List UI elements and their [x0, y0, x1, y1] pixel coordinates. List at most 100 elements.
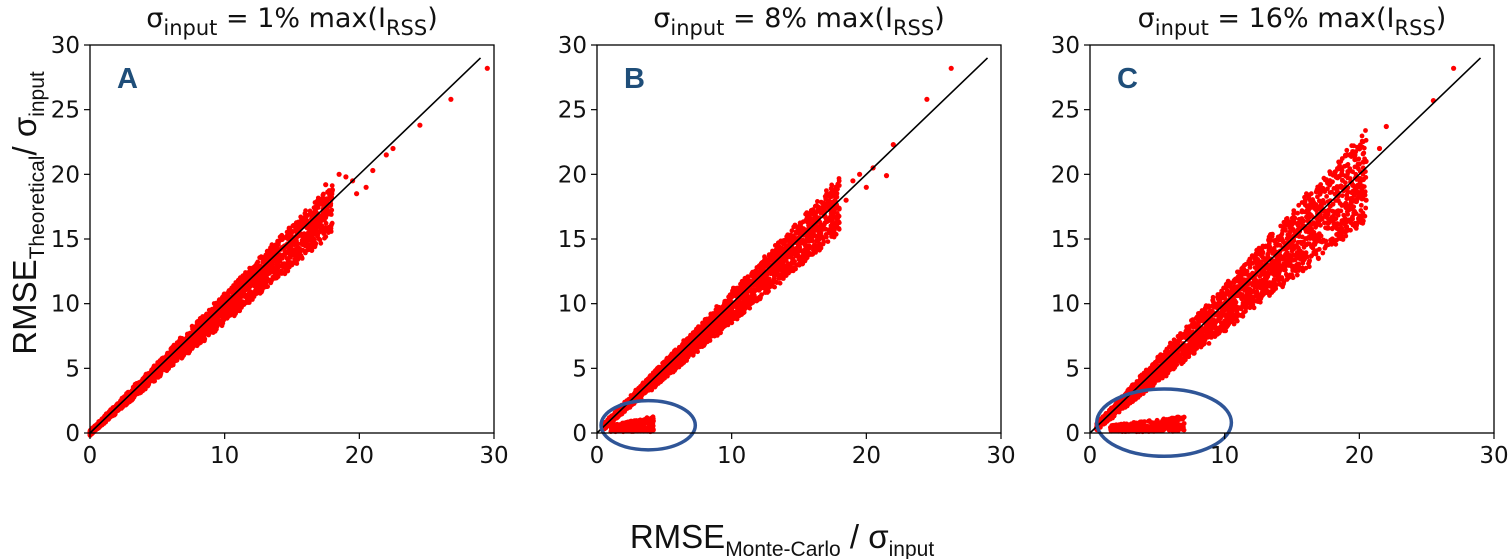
- data-point: [315, 232, 320, 238]
- data-point: [180, 352, 186, 358]
- panel-title-sub2: RSS: [893, 16, 934, 40]
- x-tick-label: 30: [479, 443, 508, 469]
- data-point: [158, 372, 163, 378]
- data-point: [809, 232, 815, 238]
- data-point: [158, 358, 164, 363]
- outlier-point: [390, 145, 396, 152]
- data-point: [824, 204, 830, 210]
- data-point: [189, 346, 195, 351]
- data-point: [167, 360, 173, 366]
- data-point: [293, 224, 299, 230]
- data-point: [286, 225, 292, 231]
- data-point: [328, 208, 334, 214]
- outlier-point: [363, 184, 369, 190]
- data-point: [282, 235, 288, 240]
- data-point: [163, 366, 168, 372]
- outlier-point: [336, 171, 342, 177]
- outlier-point: [343, 174, 349, 180]
- data-point: [300, 237, 306, 242]
- data-point: [827, 194, 833, 200]
- data-point: [226, 288, 232, 293]
- data-point: [305, 237, 311, 243]
- data-point: [127, 399, 133, 405]
- data-point: [252, 264, 258, 269]
- data-point: [310, 220, 316, 226]
- panel-title-post: ): [934, 3, 945, 34]
- data-point: [811, 246, 817, 252]
- y-tick-label: 5: [65, 356, 80, 382]
- data-point: [215, 322, 220, 328]
- panel-title-sub: input: [670, 16, 724, 40]
- data-point: [318, 224, 323, 230]
- data-point: [216, 313, 221, 318]
- panel-title-post: ): [427, 3, 438, 34]
- data-point: [293, 251, 299, 257]
- data-point: [302, 211, 308, 216]
- data-point: [251, 290, 257, 296]
- data-point: [814, 209, 820, 215]
- data-point: [322, 226, 328, 232]
- data-point: [282, 249, 288, 255]
- data-point: [298, 214, 304, 220]
- data-point: [158, 368, 163, 373]
- panel-letter: A: [117, 63, 138, 95]
- data-point: [836, 178, 842, 184]
- data-point: [287, 252, 293, 258]
- data-point: [300, 247, 306, 253]
- data-point: [294, 242, 300, 248]
- data-point: [791, 261, 797, 266]
- data-point: [800, 248, 806, 254]
- panel-title-mid: = 1% max(I: [217, 3, 386, 34]
- data-point: [712, 333, 717, 339]
- data-point: [257, 273, 263, 279]
- data-point: [806, 250, 812, 256]
- scatter-points: [87, 65, 490, 438]
- data-point: [826, 218, 832, 224]
- data-point: [214, 318, 220, 323]
- data-point: [321, 191, 326, 197]
- x-tick-label: 0: [83, 443, 98, 469]
- data-point: [792, 222, 798, 228]
- data-point: [204, 311, 210, 317]
- data-point: [233, 304, 239, 309]
- data-point: [813, 238, 819, 244]
- data-point: [242, 294, 248, 299]
- data-point: [325, 189, 330, 195]
- outlier-point: [329, 187, 335, 193]
- data-point: [206, 325, 212, 331]
- panel-title: σinput = 1% max(IRSS): [146, 3, 438, 40]
- data-point: [302, 243, 308, 249]
- data-point: [200, 337, 206, 343]
- data-point: [777, 263, 783, 269]
- data-point: [263, 252, 269, 258]
- data-point: [235, 277, 241, 283]
- data-point: [323, 220, 329, 226]
- data-point: [284, 256, 290, 261]
- panel-title-mid: = 8% max(I: [724, 3, 893, 34]
- data-point: [820, 236, 826, 241]
- panel-title-sub: input: [163, 16, 217, 40]
- data-point: [272, 243, 278, 248]
- data-point: [176, 339, 182, 344]
- outlier-point: [354, 191, 360, 197]
- outlier-point: [323, 182, 329, 188]
- data-point: [309, 246, 315, 252]
- outlier-point: [448, 96, 454, 102]
- data-point: [307, 208, 313, 214]
- data-point: [310, 228, 315, 233]
- data-point: [716, 330, 722, 336]
- data-point: [151, 363, 157, 369]
- data-point: [805, 214, 810, 220]
- y-tick-label: 15: [51, 227, 80, 253]
- data-point: [299, 255, 305, 261]
- x-tick-label: 20: [345, 443, 374, 469]
- data-point: [202, 329, 208, 335]
- data-point: [772, 275, 777, 281]
- outlier-point: [316, 197, 322, 203]
- outlier-point: [383, 152, 389, 158]
- data-point: [269, 263, 275, 269]
- data-point: [146, 380, 152, 386]
- data-point: [188, 338, 194, 343]
